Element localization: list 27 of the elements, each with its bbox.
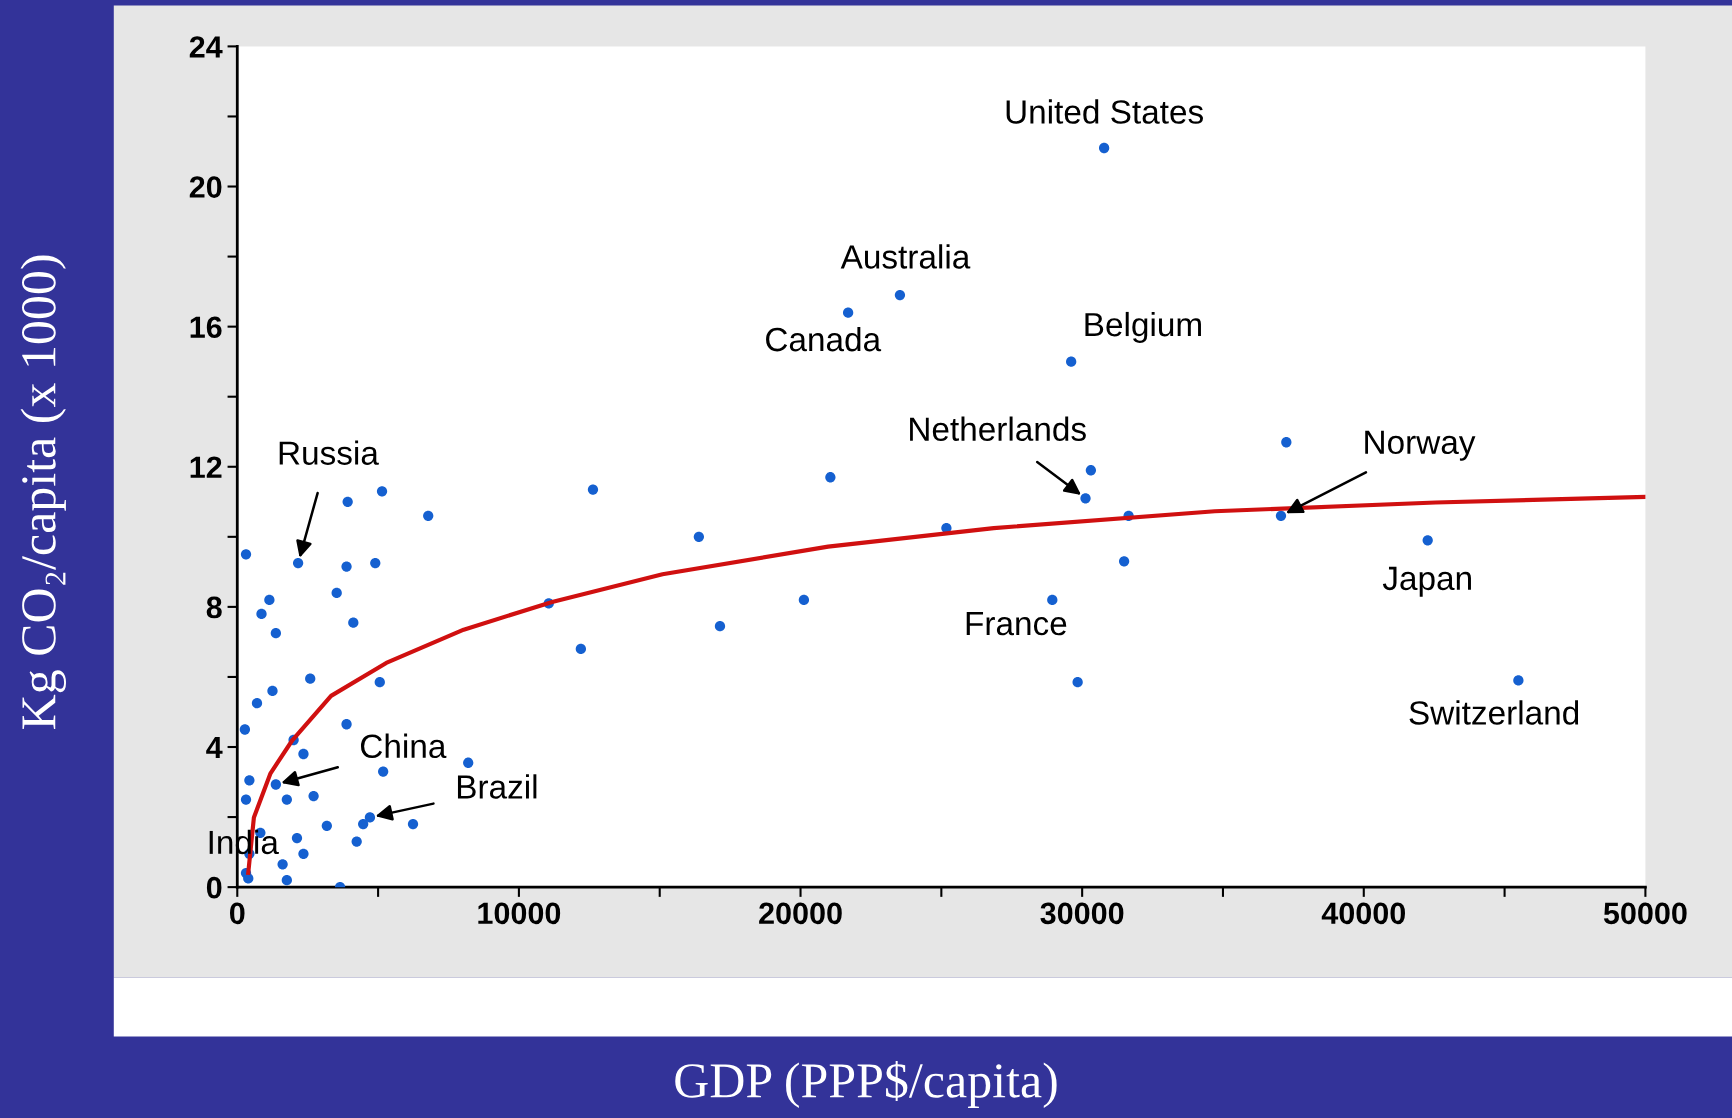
x-tick-label: 10000 [478, 902, 561, 925]
x-tick-label: 50000 [1603, 902, 1687, 925]
annotation: United States [1006, 99, 1203, 124]
y-tick-label: 24 [189, 36, 223, 58]
y-tick-label: 20 [189, 176, 222, 198]
annotation: Belgium [1085, 311, 1201, 343]
y-tick-label: 4 [206, 737, 223, 759]
x-axis-title: GDP (PPP$/capita) [675, 1061, 1057, 1108]
annotation: Russia [279, 440, 379, 465]
x-tick-label: 20000 [759, 902, 842, 925]
y-tick-label: 0 [206, 876, 222, 899]
x-tick-label: 30000 [1040, 902, 1124, 925]
annotation: France [966, 612, 1067, 636]
y-tick-label: 8 [206, 596, 222, 619]
annotation: Switzerland [1409, 700, 1579, 725]
x-tick-label: 40000 [1321, 902, 1406, 925]
annotation: Japan [1382, 566, 1471, 597]
x-tick-label: 0 [230, 902, 245, 925]
annotation: China [360, 733, 447, 759]
annotation: Norway [1365, 430, 1476, 461]
y-axis-title: Kg CO₂/capita (x 1000) [20, 255, 67, 730]
annotation: Netherlands [910, 416, 1086, 441]
y-tick-label: 12 [190, 456, 222, 478]
annotation: Australia [840, 244, 971, 269]
y-tick-label: 16 [190, 316, 222, 339]
annotation: Brazil [457, 774, 537, 799]
annotation: Canada [766, 326, 882, 352]
